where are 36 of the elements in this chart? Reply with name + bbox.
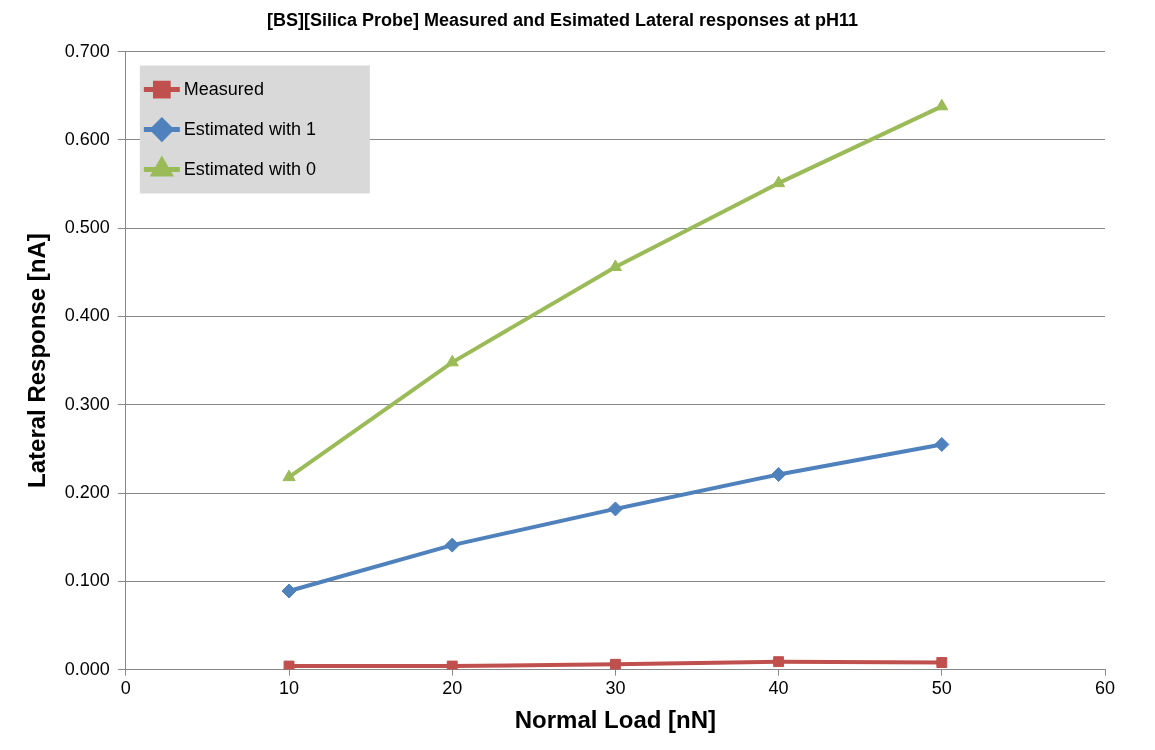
legend-label: Measured bbox=[183, 78, 264, 99]
y-tick-label: 0.100 bbox=[64, 570, 110, 591]
point bbox=[608, 259, 622, 272]
point bbox=[934, 436, 950, 452]
point bbox=[607, 501, 623, 517]
x-tick-label: 0 bbox=[120, 678, 131, 699]
legend-label: Estimated with 0 bbox=[183, 158, 316, 179]
y-tick-label: 0.600 bbox=[64, 128, 110, 149]
x-tick-label: 40 bbox=[768, 678, 789, 699]
x-axis-title: Normal Load [nN] bbox=[514, 706, 717, 734]
legend-label: Estimated with 1 bbox=[183, 118, 316, 139]
point bbox=[609, 658, 621, 670]
point bbox=[771, 466, 787, 482]
y-tick-label: 0.500 bbox=[64, 217, 110, 238]
y-tick-label: 0.700 bbox=[64, 40, 110, 61]
point bbox=[936, 657, 948, 668]
x-tick-label: 20 bbox=[442, 678, 463, 699]
x-tick-label: 50 bbox=[931, 678, 952, 699]
y-tick-label: 0.000 bbox=[64, 658, 110, 679]
point bbox=[283, 660, 295, 670]
x-tick-label: 10 bbox=[279, 678, 300, 699]
point bbox=[446, 660, 458, 670]
chart-title: [BS][Silica Probe] Measured and Esimated Lateral responses at pH11 bbox=[266, 9, 859, 30]
point bbox=[935, 98, 949, 111]
point bbox=[772, 175, 786, 188]
y-tick-label: 0.200 bbox=[64, 482, 110, 502]
y-tick-label: 0.400 bbox=[64, 305, 110, 326]
x-tick-label: 60 bbox=[1094, 678, 1116, 699]
y-tick-label: 0.300 bbox=[64, 393, 110, 414]
y-axis-title: Lateral Response [nA] bbox=[23, 233, 51, 488]
point bbox=[773, 656, 785, 668]
x-tick-label: 30 bbox=[605, 678, 626, 699]
point bbox=[444, 537, 460, 553]
point bbox=[445, 354, 459, 367]
point bbox=[282, 469, 296, 482]
point bbox=[281, 583, 297, 599]
